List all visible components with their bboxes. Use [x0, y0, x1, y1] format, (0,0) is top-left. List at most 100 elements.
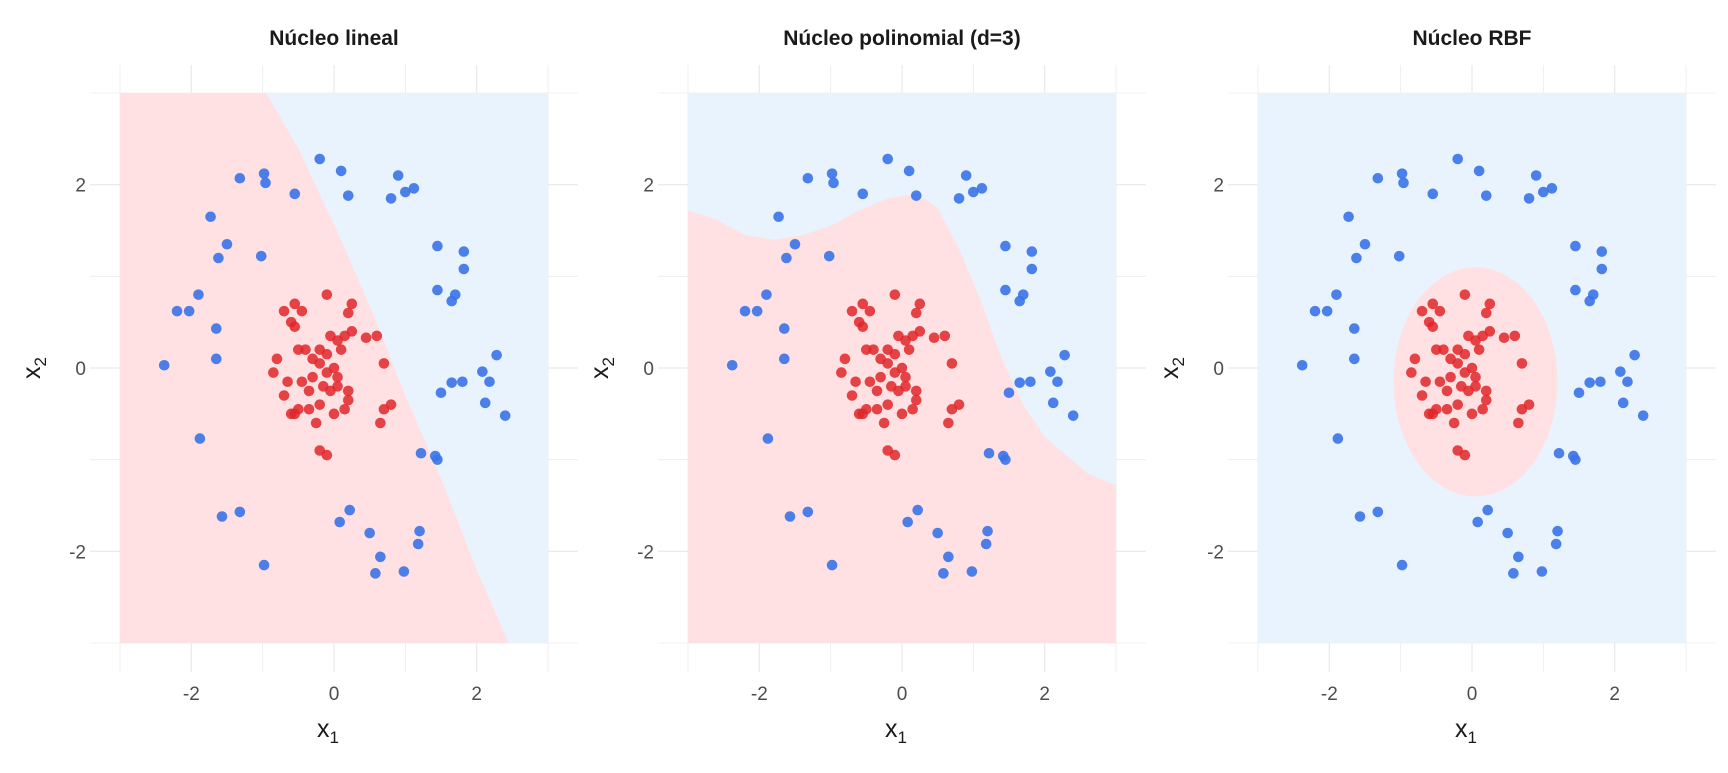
point-outer-class — [158, 359, 170, 371]
point-outer-class — [966, 566, 978, 577]
point-outer-class — [213, 252, 224, 264]
x-tick-label: 2 — [1609, 684, 1620, 705]
point-outer-class — [477, 366, 488, 377]
point-outer-class — [260, 177, 271, 189]
point-outer-class — [1536, 566, 1548, 577]
point-inner-class — [1416, 390, 1428, 401]
point-outer-class — [980, 538, 992, 550]
point-inner-class — [875, 371, 886, 383]
point-inner-class — [889, 348, 901, 360]
x-axis-label: x1 — [317, 715, 339, 747]
point-outer-class — [857, 188, 869, 200]
point-outer-class — [1349, 353, 1360, 365]
point-inner-class — [882, 358, 894, 369]
point-inner-class — [910, 385, 922, 397]
region-inner-class — [120, 93, 509, 643]
point-inner-class — [328, 408, 340, 420]
point-outer-class — [1026, 263, 1038, 275]
point-inner-class — [342, 385, 354, 397]
point-inner-class — [360, 332, 372, 344]
x-tick-label: -2 — [1321, 684, 1338, 705]
point-inner-class — [1466, 408, 1478, 420]
y-axis-subscript: 2 — [599, 357, 618, 366]
point-outer-class — [960, 170, 972, 181]
point-outer-class — [392, 170, 404, 181]
point-inner-class — [300, 344, 311, 355]
point-inner-class — [296, 305, 308, 317]
point-inner-class — [1470, 371, 1481, 383]
point-inner-class — [1420, 376, 1431, 388]
y-tick-label: 2 — [643, 176, 654, 197]
point-outer-class — [1396, 559, 1408, 571]
point-inner-class — [889, 367, 901, 378]
point-outer-class — [1552, 525, 1563, 537]
point-outer-class — [457, 376, 468, 388]
point-outer-class — [335, 165, 347, 177]
point-outer-class — [1570, 454, 1581, 465]
point-inner-class — [839, 353, 851, 365]
x-axis-subscript: 1 — [1468, 728, 1477, 747]
point-inner-class — [1484, 298, 1496, 310]
point-inner-class — [889, 449, 901, 461]
point-outer-class — [751, 305, 763, 317]
point-inner-class — [1409, 353, 1421, 365]
point-inner-class — [1452, 399, 1464, 410]
point-outer-class — [802, 506, 814, 518]
point-outer-class — [1026, 246, 1038, 257]
point-outer-class — [289, 188, 301, 200]
point-outer-class — [364, 527, 375, 539]
point-inner-class — [339, 403, 351, 415]
point-inner-class — [1423, 408, 1435, 420]
x-tick-label: 2 — [1039, 684, 1050, 705]
point-outer-class — [1354, 511, 1366, 522]
point-outer-class — [432, 284, 443, 296]
point-inner-class — [1473, 344, 1485, 355]
point-outer-class — [1045, 366, 1056, 377]
point-inner-class — [1448, 417, 1460, 429]
point-inner-class — [1459, 289, 1471, 300]
point-outer-class — [334, 516, 346, 528]
point-outer-class — [1025, 376, 1036, 388]
point-outer-class — [779, 353, 790, 365]
point-outer-class — [205, 211, 216, 223]
point-inner-class — [910, 394, 922, 406]
point-inner-class — [307, 371, 318, 383]
point-inner-class — [1480, 394, 1492, 406]
point-outer-class — [982, 525, 993, 537]
point-outer-class — [258, 559, 270, 571]
point-outer-class — [1482, 504, 1493, 516]
point-outer-class — [1617, 397, 1629, 409]
y-axis-label: x2 — [18, 357, 50, 379]
point-inner-class — [271, 353, 283, 365]
point-inner-class — [1498, 332, 1510, 344]
point-inner-class — [836, 367, 847, 378]
y-tick-label: -2 — [1207, 542, 1224, 563]
point-outer-class — [314, 153, 326, 165]
point-outer-class — [1047, 397, 1059, 409]
point-outer-class — [193, 289, 204, 300]
point-inner-class — [342, 394, 354, 406]
point-outer-class — [435, 387, 447, 399]
point-inner-class — [375, 417, 386, 429]
y-tick-label: 0 — [643, 359, 654, 380]
point-inner-class — [1452, 358, 1464, 369]
panel-1: -2 0 2 -2 0 2 Núcleo lineal x1 x2 — [18, 27, 578, 747]
point-inner-class — [303, 385, 315, 397]
point-inner-class — [314, 358, 326, 369]
point-inner-class — [342, 307, 354, 319]
point-outer-class — [484, 376, 495, 388]
x-tick-label: 0 — [329, 684, 340, 705]
point-inner-class — [268, 367, 279, 378]
point-inner-class — [857, 298, 869, 310]
point-inner-class — [1416, 305, 1428, 317]
point-outer-class — [432, 454, 443, 465]
point-inner-class — [1480, 307, 1492, 319]
y-tick-label: -2 — [69, 542, 86, 563]
point-outer-class — [1508, 568, 1519, 579]
x-axis-subscript: 1 — [898, 728, 907, 747]
point-outer-class — [1000, 240, 1011, 252]
point-inner-class — [332, 381, 343, 392]
point-inner-class — [332, 335, 343, 346]
point-outer-class — [1351, 252, 1362, 264]
